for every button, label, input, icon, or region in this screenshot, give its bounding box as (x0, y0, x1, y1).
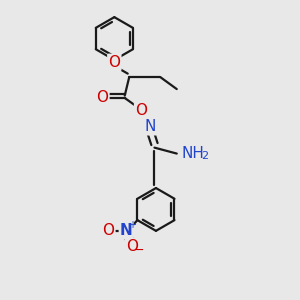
Text: O: O (96, 91, 108, 106)
Text: 2: 2 (201, 151, 208, 160)
Text: N: N (120, 223, 133, 238)
Text: O: O (108, 55, 120, 70)
Text: +: + (128, 220, 136, 230)
Text: O: O (135, 103, 147, 118)
Text: NH: NH (181, 146, 204, 161)
Text: N: N (144, 119, 156, 134)
Text: O: O (102, 223, 114, 238)
Text: −: − (134, 244, 144, 257)
Text: O: O (126, 239, 138, 254)
